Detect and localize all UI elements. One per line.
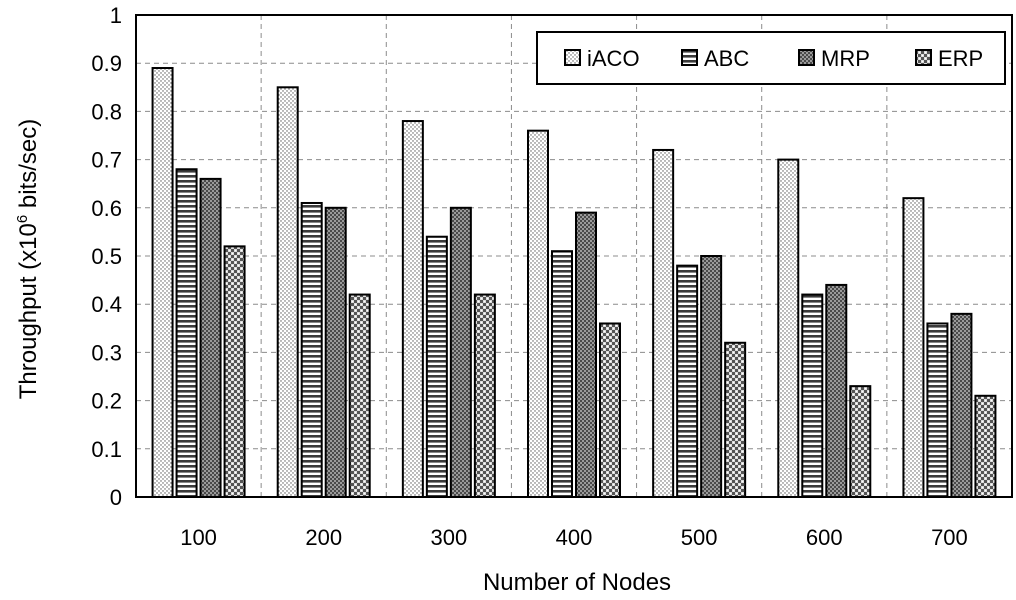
bar-iaco-300 xyxy=(401,120,424,498)
y-axis-title: Throughput (x106 bits/sec) xyxy=(14,119,42,399)
bar-abc-300 xyxy=(425,235,448,498)
bar-mrp-500 xyxy=(700,255,723,498)
bar-abc-400 xyxy=(551,250,573,498)
bar-abc-500 xyxy=(676,264,699,499)
bar-erp-600 xyxy=(849,385,872,499)
y-tick-label: 0.4 xyxy=(91,292,122,317)
bar-iaco-100 xyxy=(151,67,174,499)
bar-erp-500 xyxy=(724,341,747,499)
legend-label-mrp: MRP xyxy=(821,46,870,71)
y-tick-label: 0.6 xyxy=(91,196,122,221)
bar-iaco-200 xyxy=(276,86,299,499)
x-axis-title: Number of Nodes xyxy=(483,569,671,596)
bar-abc-100 xyxy=(175,168,198,499)
y-tick-label: 0.3 xyxy=(91,340,122,365)
x-tick-label: 600 xyxy=(806,525,843,550)
bar-erp-100 xyxy=(223,245,246,498)
bar-mrp-300 xyxy=(449,206,472,499)
y-tick-label: 0.5 xyxy=(91,244,122,269)
x-tick-labels: 100 200 300 400 500 600 700 xyxy=(180,525,968,550)
x-tick-label: 200 xyxy=(305,525,342,550)
legend: iACO ABC MRP ERP xyxy=(536,31,1006,85)
bar-mrp-600 xyxy=(825,283,848,499)
y-tick-label: 0.2 xyxy=(91,389,122,414)
bars xyxy=(151,67,997,499)
bar-erp-200 xyxy=(348,293,371,498)
x-tick-label: 300 xyxy=(430,525,467,550)
bar-erp-700 xyxy=(974,394,997,498)
y-tick-label: 0 xyxy=(110,485,122,510)
x-tick-label: 500 xyxy=(681,525,718,550)
legend-swatch-abc xyxy=(681,49,698,66)
y-tick-label: 0.8 xyxy=(91,99,122,124)
legend-swatch-iaco xyxy=(564,49,581,66)
legend-label-erp: ERP xyxy=(938,46,983,71)
legend-label-iaco: iACO xyxy=(587,46,640,71)
bar-iaco-500 xyxy=(652,148,675,499)
y-tick-label: 0.9 xyxy=(91,51,122,76)
plot-area-border xyxy=(135,14,1013,498)
legend-swatch-erp xyxy=(915,49,932,66)
bar-mrp-100 xyxy=(199,177,222,498)
y-axis-title-main: Throughput (x10 xyxy=(15,223,42,399)
bar-mrp-400 xyxy=(575,211,597,498)
x-tick-label: 100 xyxy=(180,525,217,550)
legend-swatch-mrp xyxy=(798,49,815,66)
bar-iaco-400 xyxy=(527,129,549,498)
bar-abc-700 xyxy=(926,322,949,499)
bar-erp-300 xyxy=(473,293,496,498)
bar-mrp-700 xyxy=(950,312,973,498)
y-tick-label: 0.1 xyxy=(91,437,122,462)
y-tick-labels: 0 0.1 0.2 0.3 0.4 0.5 0.6 0.7 0.8 0.9 1 xyxy=(91,3,122,510)
y-tick-label: 1 xyxy=(110,3,122,28)
bar-erp-400 xyxy=(599,322,621,499)
bar-iaco-600 xyxy=(777,158,800,498)
y-axis-title-superscript: 6 xyxy=(14,215,31,223)
y-axis-title-suffix: bits/sec) xyxy=(15,119,42,215)
gridlines xyxy=(136,14,1012,497)
x-tick-label: 400 xyxy=(556,525,593,550)
legend-label-abc: ABC xyxy=(704,46,749,71)
bar-mrp-200 xyxy=(324,206,347,499)
axes xyxy=(135,14,1013,498)
bar-iaco-700 xyxy=(902,197,925,498)
bar-abc-200 xyxy=(300,201,323,498)
y-tick-label: 0.7 xyxy=(91,148,122,173)
x-tick-label: 700 xyxy=(931,525,968,550)
bar-abc-600 xyxy=(801,293,824,498)
